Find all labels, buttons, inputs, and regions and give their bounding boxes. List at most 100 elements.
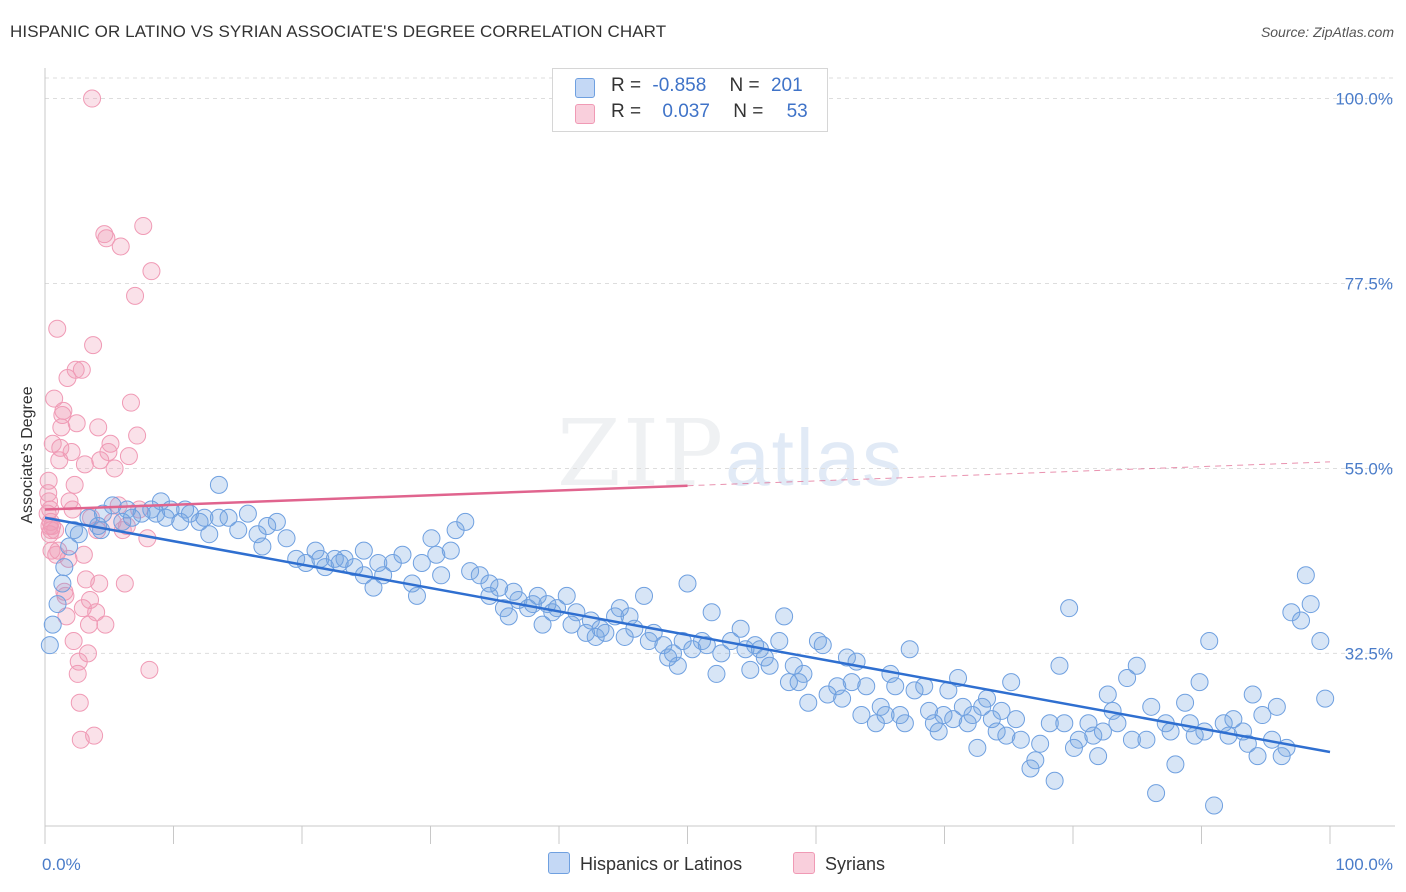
hispanic-point <box>707 664 726 683</box>
hispanic-point <box>842 673 861 692</box>
hispanic-point <box>1253 706 1272 725</box>
y-tick-label: 55.0% <box>1345 459 1393 478</box>
hispanic-point <box>1205 796 1224 815</box>
legend-label-syrian: Syrians <box>825 854 886 874</box>
hispanic-point <box>1045 771 1064 790</box>
hispanic-point <box>891 706 910 725</box>
syrian-point <box>65 475 84 494</box>
hispanic-point <box>639 632 658 651</box>
syrian-point <box>62 443 81 461</box>
hispanic-point <box>209 508 228 527</box>
syrian-point <box>54 401 73 420</box>
hispanic-point <box>1026 751 1045 770</box>
hispanic-point <box>195 508 214 527</box>
legend-r-value: 0.037 <box>662 101 710 122</box>
hispanic-point <box>441 541 460 560</box>
hispanic-point <box>219 508 238 527</box>
hispanic-point <box>1055 714 1074 733</box>
hispanic-point <box>775 607 794 626</box>
hispanic-point <box>934 706 953 725</box>
hispanic-point <box>1064 738 1083 757</box>
hispanic-point <box>1176 693 1195 712</box>
watermark-atlas: atlas <box>725 413 905 502</box>
hispanic-point <box>432 566 451 585</box>
hispanic-point <box>238 504 257 523</box>
syrian-point <box>128 426 147 445</box>
hispanic-point <box>1118 669 1137 688</box>
y-tick-label: 100.0% <box>1335 90 1393 109</box>
legend-label-hispanic: Hispanics or Latinos <box>580 854 743 874</box>
syrian-point <box>72 360 91 379</box>
hispanic-point <box>1093 722 1112 741</box>
legend-swatch-blue <box>575 78 595 98</box>
syrian-point <box>89 418 108 437</box>
hispanic-point <box>586 627 605 646</box>
syrian-trend-extension <box>687 461 1331 487</box>
hispanic-point <box>1248 747 1267 766</box>
syrian-point <box>66 360 85 379</box>
hispanic-point <box>1040 714 1059 733</box>
hispanic-point <box>731 619 750 638</box>
hispanic-point <box>833 689 852 708</box>
hispanic-point <box>760 656 779 675</box>
hispanic-point <box>596 623 615 642</box>
source-label: Source: ZipAtlas.com <box>1260 24 1394 40</box>
syrian-point <box>105 459 124 478</box>
hispanic-point <box>741 660 760 679</box>
hispanic-point <box>1069 730 1088 749</box>
hispanic-point <box>668 656 687 675</box>
hispanic-point <box>504 582 523 601</box>
hispanic-point <box>929 722 948 741</box>
hispanic-point <box>1137 730 1156 749</box>
x-tick-label: 100.0% <box>1335 855 1393 874</box>
hispanic-point <box>852 706 871 725</box>
syrian-point <box>39 471 58 490</box>
hispanic-point <box>944 710 963 729</box>
legend-item-hispanic: Hispanics or Latinos <box>548 852 742 875</box>
legend-swatch-blue <box>548 852 570 874</box>
hispanic-point <box>499 607 518 626</box>
hispanic-point <box>267 512 286 531</box>
hispanic-point <box>258 516 277 535</box>
hispanic-point <box>992 701 1011 720</box>
syrian-point <box>70 693 89 712</box>
hispanic-point <box>973 697 992 716</box>
hispanic-point <box>412 553 431 572</box>
hispanic-point <box>1089 747 1108 766</box>
hispanic-point <box>794 664 813 683</box>
syrian-point <box>67 414 86 433</box>
hispanic-point <box>1098 685 1117 704</box>
chart-title: HISPANIC OR LATINO VS SYRIAN ASSOCIATE'S… <box>10 22 667 41</box>
y-tick-label: 77.5% <box>1345 274 1393 293</box>
hispanic-point <box>1011 730 1030 749</box>
hispanic-point <box>978 689 997 708</box>
hispanic-point <box>490 578 509 597</box>
hispanic-point <box>306 541 325 560</box>
legend-swatch-pink <box>575 104 595 124</box>
syrian-point <box>71 730 90 749</box>
syrian-point <box>134 216 153 235</box>
hispanic-point <box>1200 632 1219 651</box>
hispanic-point <box>770 632 789 651</box>
syrian-point <box>74 545 93 564</box>
hispanic-point <box>1050 656 1069 675</box>
hispanic-point <box>1084 726 1103 745</box>
syrian-point <box>119 447 138 466</box>
syrian-point <box>84 336 103 355</box>
hispanic-point <box>987 722 1006 741</box>
syrian-point <box>121 393 140 412</box>
hispanic-point <box>871 697 890 716</box>
syrian-point <box>115 574 134 593</box>
legend-swatch-pink <box>793 852 815 874</box>
hispanic-point <box>837 648 856 667</box>
hispanic-point <box>779 673 798 692</box>
hispanic-point <box>1108 714 1127 733</box>
legend-r-value: -0.858 <box>652 75 707 96</box>
syrian-point <box>57 607 76 626</box>
hispanic-point <box>427 545 446 564</box>
syrian-point <box>46 521 65 540</box>
hispanic-point <box>1296 566 1315 585</box>
legend-stats: R = -0.858 N = 201 R = 0.037 N = 53 <box>552 68 828 132</box>
hispanic-point <box>1142 697 1161 716</box>
syrian-point <box>87 603 106 622</box>
